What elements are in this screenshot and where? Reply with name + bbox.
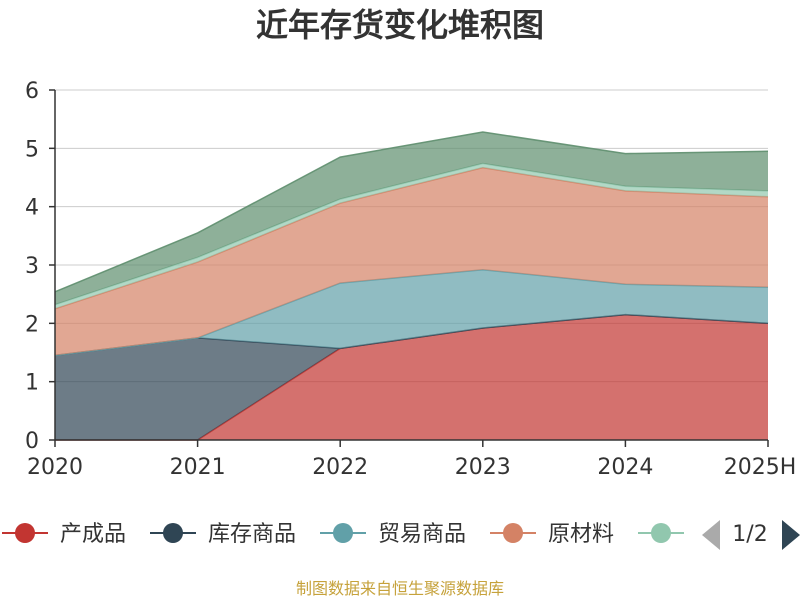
- legend-item[interactable]: 产成品: [2, 522, 126, 547]
- y-tick-label: 0: [25, 429, 39, 454]
- legend: 产成品 库存商品 贸易商品 原材料: [2, 522, 684, 547]
- area-series: [54, 131, 769, 441]
- x-tick-label: 2021: [170, 455, 226, 480]
- area-fill: [55, 314, 768, 440]
- area-fill: [55, 167, 768, 356]
- area-line: [54, 131, 769, 293]
- y-tick-label: 3: [25, 254, 39, 279]
- source-note: 制图数据来自恒生聚源数据库: [296, 579, 504, 598]
- area-fill: [55, 314, 768, 440]
- legend-marker: [333, 523, 353, 543]
- legend-item[interactable]: 贸易商品: [320, 522, 466, 547]
- legend-label: 库存商品: [208, 522, 296, 547]
- x-tick-label: 2022: [312, 455, 368, 480]
- y-tick-label: 4: [25, 196, 39, 221]
- x-tick-label: 2020: [27, 455, 83, 480]
- area-fill: [55, 132, 768, 305]
- y-tick-label: 6: [25, 79, 39, 104]
- legend-label: 产成品: [60, 522, 126, 547]
- chart-title: 近年存货变化堆积图: [256, 6, 544, 44]
- legend-label: 原材料: [548, 522, 614, 547]
- legend-item[interactable]: [638, 523, 684, 543]
- x-tick-label: 2024: [597, 455, 653, 480]
- legend-marker: [503, 523, 523, 543]
- legend-marker: [163, 523, 183, 543]
- legend-label: 贸易商品: [378, 522, 466, 547]
- legend-item[interactable]: 库存商品: [150, 522, 296, 547]
- legend-next-arrow-icon[interactable]: [782, 520, 800, 550]
- area-series-5: [54, 131, 769, 305]
- y-tick-label: 5: [25, 137, 39, 162]
- legend-prev-arrow-icon[interactable]: [702, 520, 720, 550]
- x-tick-label: 2023: [455, 455, 511, 480]
- legend-marker: [651, 523, 671, 543]
- legend-item[interactable]: 原材料: [490, 522, 614, 547]
- y-tick-label: 2: [25, 312, 39, 337]
- axes: 0 1 2 3 4 5 6 2020 2021 2022 2023 2024 2025H: [25, 79, 796, 480]
- y-tick-label: 1: [25, 371, 39, 396]
- legend-pager: 1/2: [702, 520, 800, 550]
- area-fill: [55, 269, 768, 356]
- x-tick-label: 2025H: [724, 455, 797, 480]
- legend-page-indicator: 1/2: [732, 522, 767, 547]
- legend-marker: [15, 523, 35, 543]
